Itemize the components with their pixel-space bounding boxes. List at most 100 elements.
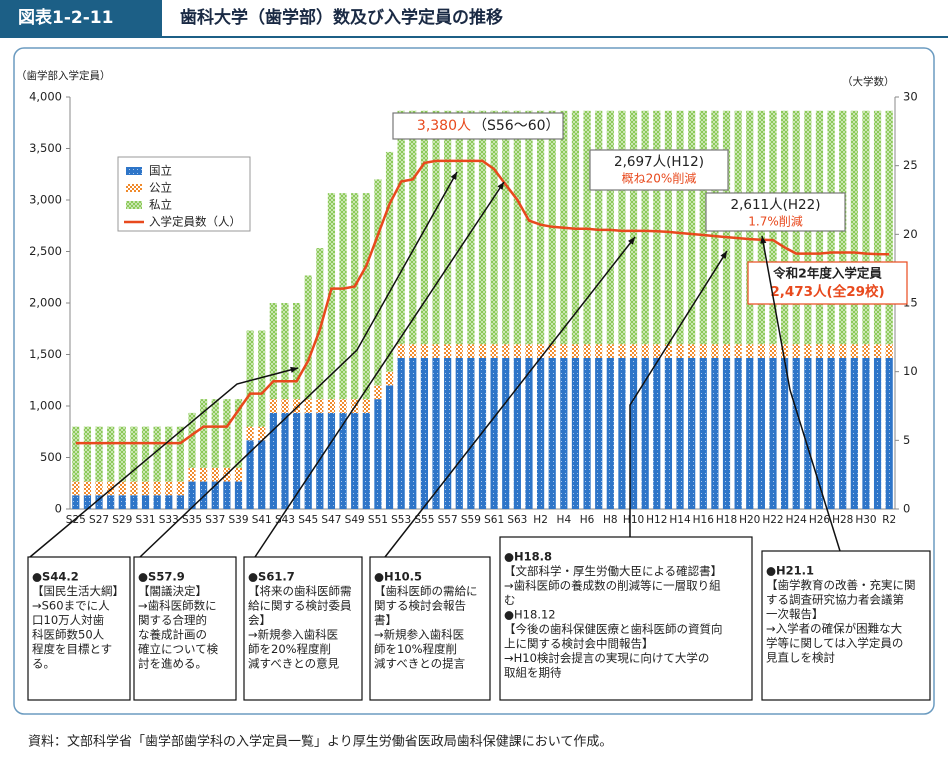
note-line: 関する検討会報告: [374, 599, 466, 613]
bar-segment: [281, 412, 289, 509]
note-box: [133, 556, 237, 701]
bar-segment: [548, 357, 556, 509]
callout-box: [392, 112, 564, 140]
x-tick-label: S57: [438, 514, 458, 526]
note-line: →入学者の確保が困難な大: [766, 622, 903, 636]
callout-note: 概ね20%削減: [622, 171, 697, 186]
bar-segment: [629, 357, 638, 509]
bar-segment: [513, 110, 521, 345]
bar-segment: [792, 344, 800, 358]
bar-segment: [316, 412, 324, 509]
legend-swatch: [126, 184, 142, 192]
note-line: ●H10.5: [374, 570, 422, 584]
bar-segment: [571, 110, 580, 345]
bar-segment: [211, 481, 219, 509]
note-line: 口10万人対歯: [32, 613, 104, 627]
note-line: 【歯科医師の需給に: [374, 584, 478, 598]
bar-segment: [839, 357, 847, 509]
note-line: 上に関する検討会中間報告】: [504, 637, 654, 651]
bar-segment: [188, 467, 196, 482]
bar-segment: [478, 110, 487, 345]
y-tick-label: 4,000: [29, 90, 62, 104]
bar-segment: [327, 399, 336, 413]
bar-segment: [304, 399, 312, 413]
callout-value: 3,380人: [417, 118, 471, 134]
note-line: 減すべきとの提言: [374, 657, 465, 671]
bar-segment: [246, 440, 254, 509]
bar-segment: [618, 110, 626, 345]
bar-segment: [734, 357, 742, 509]
bar-segment: [664, 110, 673, 345]
bar-segment: [862, 344, 870, 358]
x-tick-label: R2: [882, 514, 896, 526]
bar-segment: [339, 412, 347, 509]
bar-segment: [513, 357, 521, 509]
bar-segment: [595, 357, 603, 509]
bar-segment: [83, 495, 92, 509]
y2-tick-label: 30: [903, 90, 918, 104]
note-line: 【今後の歯科保健医療と歯科医師の資質向: [504, 622, 723, 636]
bar-segment: [536, 110, 545, 345]
connector: [29, 367, 299, 558]
bar-segment: [757, 344, 765, 358]
x-tick-label: S61: [484, 514, 504, 526]
bar-segment: [258, 330, 266, 427]
note-line: な養成計画の: [138, 628, 207, 642]
bar-segment: [676, 357, 684, 509]
bar-segment: [467, 357, 475, 509]
note-line: ●H18.8: [504, 550, 552, 564]
arrowhead: [720, 251, 727, 259]
y-tick-label: 3,500: [29, 141, 62, 155]
bar-segment: [734, 344, 742, 358]
bar-segment: [722, 357, 731, 509]
x-tick-label: S47: [321, 514, 341, 526]
note-line: 関する合理的: [138, 613, 207, 627]
bar-segment: [583, 344, 591, 358]
bar-segment: [711, 344, 719, 358]
bar-segment: [862, 357, 870, 509]
bar-segment: [502, 110, 510, 345]
bar-segment: [490, 344, 498, 358]
bar-segment: [711, 357, 719, 509]
bar-segment: [130, 495, 138, 509]
bar-segment: [83, 426, 92, 482]
bar-segment: [385, 371, 394, 386]
legend-label: 私立: [149, 198, 172, 212]
bar-segment: [688, 357, 696, 509]
frame: [13, 47, 935, 715]
bar-segment: [246, 330, 254, 427]
bar-segment: [223, 399, 231, 468]
bar-segment: [571, 357, 580, 509]
source-note: 資料：文部科学省「歯学部歯学科の入学定員一覧」より厚生労働省医政局歯科保健課にお…: [28, 734, 612, 750]
y-tick-label: 3,000: [29, 193, 62, 207]
bar-segment: [769, 357, 777, 509]
legend-swatch: [126, 201, 142, 209]
bar-segment: [432, 110, 440, 345]
bar-segment: [746, 357, 754, 509]
bar-segment: [850, 344, 858, 358]
bar-segment: [595, 344, 603, 358]
note-line: →新規参入歯科医: [248, 628, 338, 642]
bar-segment: [455, 110, 463, 345]
callout-value: 2,473人(全29校): [770, 283, 884, 300]
bar-segment: [397, 344, 405, 358]
bar-segment: [211, 399, 219, 468]
note-line: 師を10%程度削: [374, 642, 457, 656]
bar-segment: [873, 110, 882, 345]
note-line: →歯科医師数に: [138, 599, 217, 613]
note-line: 学等に関しては入学定員の: [766, 636, 903, 650]
bar-segment: [362, 193, 370, 400]
x-tick-label: H8: [603, 514, 618, 526]
bar-segment: [72, 426, 80, 482]
bar-segment: [339, 193, 347, 400]
bar-segment: [746, 344, 754, 358]
x-tick-label: H26: [809, 514, 831, 526]
bar-segment: [362, 399, 370, 413]
note-line: 減すべきとの意見: [248, 657, 340, 671]
note-line: 書】: [374, 613, 397, 627]
bar-segment: [804, 357, 812, 509]
note-line: →歯科医師の養成数の削減等に一層取り組: [504, 579, 721, 593]
bar-segment: [444, 110, 452, 345]
arrowhead: [497, 182, 504, 190]
bar-segment: [316, 399, 324, 413]
